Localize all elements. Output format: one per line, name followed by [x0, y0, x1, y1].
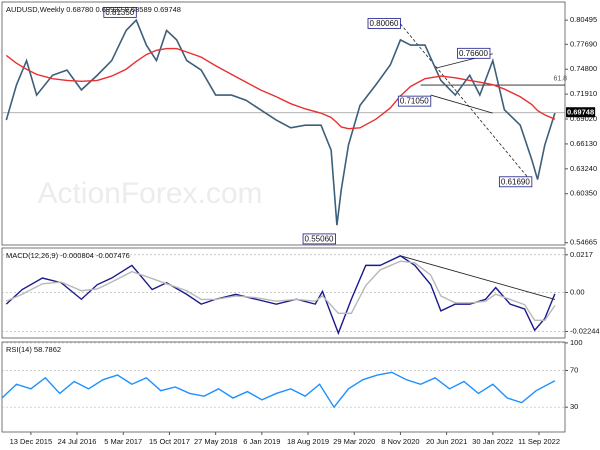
- watermark: ActionForex.com: [37, 177, 262, 210]
- y-tick-label: 0.00: [570, 287, 585, 296]
- y-tick-label: 30: [570, 402, 578, 411]
- y-tick-label: 0.66130: [570, 139, 597, 148]
- panel-title: MACD(12,26,9) -0.000804 -0.007476: [6, 251, 130, 260]
- x-tick-label: 20 Jun 2021: [426, 437, 467, 446]
- panel-frame: [1, 247, 566, 339]
- series-line: [6, 260, 556, 321]
- x-tick-label: 24 Jul 2016: [58, 437, 97, 446]
- panel-title: AUDUSD,Weekly 0.68780 0.69932 0.68589 0.…: [6, 5, 181, 14]
- y-tick-label: 0.0217: [570, 250, 593, 259]
- series-line: [5, 47, 556, 130]
- panel-title: RSI(14) 58.7862: [6, 345, 61, 354]
- y-tick-label: 0.71910: [570, 89, 597, 98]
- y-tick-label: 0.63240: [570, 164, 597, 173]
- annotation-box: [397, 95, 432, 107]
- annotation: 0.71050: [400, 97, 429, 106]
- x-tick-label: 11 Sep 2022: [518, 437, 560, 446]
- x-tick-label: 18 Aug 2019: [287, 437, 329, 446]
- y-tick-label: 0.69020: [570, 114, 597, 123]
- annotation-box: [457, 47, 491, 59]
- y-tick-label: 0.60350: [570, 189, 597, 198]
- trend-line: [430, 94, 493, 114]
- x-tick-label: 30 Jan 2022: [472, 437, 513, 446]
- x-tick-label: 8 Nov 2020: [381, 437, 419, 446]
- annotation-box: [498, 176, 533, 188]
- x-tick-label: 15 Oct 2017: [149, 437, 190, 446]
- x-tick-label: 5 Mar 2017: [104, 437, 142, 446]
- panel-frame: [1, 1, 566, 246]
- last-price-box: [566, 107, 596, 118]
- annotation: 0.55060: [305, 234, 334, 243]
- y-tick-label: -0.022445: [570, 326, 600, 335]
- trend-line: [400, 255, 556, 300]
- panel-frame: [1, 341, 566, 433]
- annotation: 61.8: [553, 76, 567, 83]
- series-line: [1, 371, 556, 409]
- annotation: 0.80060: [370, 19, 399, 28]
- x-tick-label: 13 Dec 2015: [10, 437, 53, 446]
- y-tick-label: 0.74800: [570, 64, 597, 73]
- y-tick-label: 100: [570, 338, 583, 347]
- y-tick-label: 0.54665: [570, 238, 597, 247]
- x-tick-label: 29 Mar 2020: [333, 437, 375, 446]
- x-tick-label: 6 Jan 2019: [243, 437, 280, 446]
- y-tick-label: 0.80495: [570, 15, 597, 24]
- annotation: 0.76600: [459, 49, 488, 58]
- annotation: 0.61690: [501, 177, 530, 186]
- series-line: [5, 18, 556, 226]
- annotation: 0.81350: [105, 8, 134, 17]
- annotation-box: [367, 18, 401, 29]
- last-price-label: 0.69748: [567, 108, 594, 117]
- y-tick-label: 70: [570, 365, 578, 374]
- annotation-box: [103, 6, 137, 18]
- annotation-box: [302, 233, 336, 245]
- trend-line: [400, 23, 533, 183]
- y-tick-label: 0.77690: [570, 39, 597, 48]
- x-tick-label: 27 May 2018: [194, 437, 237, 446]
